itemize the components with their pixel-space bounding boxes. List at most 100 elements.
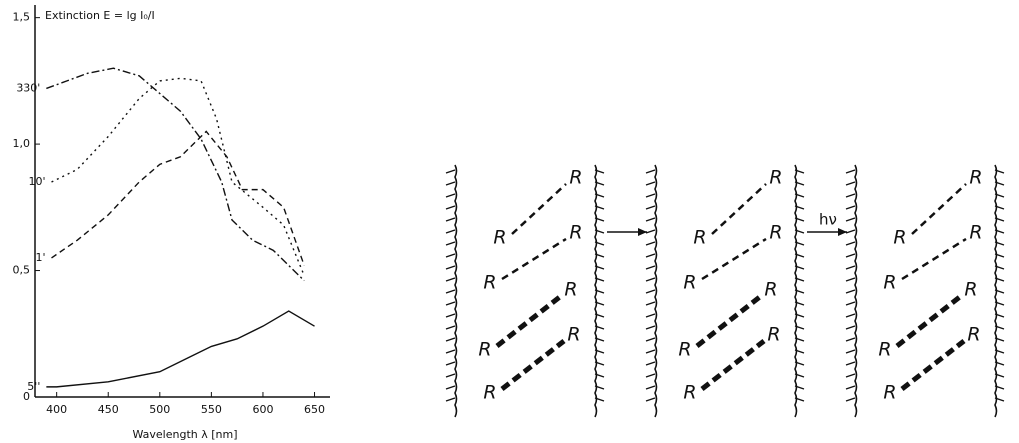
- substituent: R: [683, 272, 696, 294]
- wall-comb: [646, 230, 655, 233]
- wall-comb: [446, 326, 455, 329]
- wall-comb: [846, 302, 855, 305]
- y-tick-label: 1,5: [13, 11, 31, 24]
- substituent: R: [493, 227, 506, 249]
- substituent: R: [693, 227, 706, 249]
- substituent: R: [478, 339, 491, 361]
- wall-comb: [446, 266, 455, 269]
- wall-comb: [446, 218, 455, 221]
- wall-comb: [446, 374, 455, 377]
- wall-comb: [446, 350, 455, 353]
- wall-comb: [846, 266, 855, 269]
- wall-comb: [446, 242, 455, 245]
- wall-comb: [646, 326, 655, 329]
- wall-comb: [446, 206, 455, 209]
- wall-comb: [846, 326, 855, 329]
- wall-comb: [646, 182, 655, 185]
- wall-comb: [846, 218, 855, 221]
- substituent: R: [969, 222, 982, 244]
- wall-comb: [446, 338, 455, 341]
- wall-comb: [646, 314, 655, 317]
- y-tick-label: 0,5: [13, 264, 31, 277]
- wall-comb: [646, 362, 655, 365]
- wall-comb: [646, 374, 655, 377]
- wall-comb: [646, 350, 655, 353]
- wall-comb: [446, 182, 455, 185]
- bond: [902, 341, 964, 389]
- wall-comb: [446, 170, 455, 173]
- series-line: [46, 68, 304, 280]
- bond: [512, 184, 566, 234]
- wall-comb: [646, 290, 655, 293]
- wall-comb: [446, 386, 455, 389]
- y-tick-label: 1,0: [13, 137, 31, 150]
- bond: [702, 239, 766, 279]
- wall-comb: [446, 314, 455, 317]
- bond: [912, 184, 966, 234]
- bond: [502, 239, 566, 279]
- wall-comb: [446, 278, 455, 281]
- bond: [712, 184, 766, 234]
- wall-comb: [446, 290, 455, 293]
- wall-comb: [846, 350, 855, 353]
- substituent: R: [683, 382, 696, 404]
- wall-comb: [646, 302, 655, 305]
- wall-comb: [446, 398, 455, 401]
- wall-comb: [646, 338, 655, 341]
- substituent: R: [569, 167, 582, 189]
- wall-comb: [446, 362, 455, 365]
- series-label: 330': [16, 81, 40, 94]
- substituent: R: [769, 222, 782, 244]
- wall-comb: [646, 242, 655, 245]
- substituent: R: [483, 272, 496, 294]
- wall-comb: [646, 170, 655, 173]
- substituent: R: [569, 222, 582, 244]
- substituent: R: [764, 279, 777, 301]
- x-tick-label: 400: [46, 403, 67, 416]
- bond: [902, 239, 966, 279]
- bond: [697, 296, 761, 346]
- wall-comb: [446, 230, 455, 233]
- substituent: R: [893, 227, 906, 249]
- substituent: R: [767, 324, 780, 346]
- series-line: [52, 131, 305, 265]
- substituent: R: [678, 339, 691, 361]
- wall-comb: [846, 182, 855, 185]
- wall-comb: [846, 194, 855, 197]
- wall-comb: [646, 194, 655, 197]
- series-label: 10': [28, 175, 45, 188]
- x-axis-label: Wavelength λ [nm]: [132, 428, 237, 441]
- substituent: R: [564, 279, 577, 301]
- series-line: [52, 78, 305, 275]
- substituent: R: [967, 324, 980, 346]
- series-label: 1': [35, 251, 45, 264]
- wall-comb: [846, 314, 855, 317]
- wall-comb: [646, 278, 655, 281]
- substituent: R: [964, 279, 977, 301]
- wall-comb: [646, 206, 655, 209]
- x-tick-label: 550: [201, 403, 222, 416]
- bond: [502, 341, 564, 389]
- wall-comb: [646, 398, 655, 401]
- arrow-head: [638, 228, 647, 236]
- membrane-wall: [655, 165, 657, 417]
- wall-comb: [446, 302, 455, 305]
- substituent: R: [769, 167, 782, 189]
- series-label: 5'': [27, 380, 40, 393]
- bond: [897, 296, 961, 346]
- arrow-label: hν: [819, 211, 837, 229]
- x-tick-label: 500: [149, 403, 170, 416]
- substituent: R: [883, 272, 896, 294]
- wall-comb: [846, 206, 855, 209]
- wall-comb: [846, 230, 855, 233]
- wall-comb: [846, 170, 855, 173]
- wall-comb: [846, 374, 855, 377]
- x-tick-label: 650: [304, 403, 325, 416]
- wall-comb: [846, 386, 855, 389]
- membrane-wall: [455, 165, 457, 417]
- substituent: R: [483, 382, 496, 404]
- membrane-wall: [855, 165, 857, 417]
- wall-comb: [846, 362, 855, 365]
- wall-comb: [846, 338, 855, 341]
- substituent: R: [883, 382, 896, 404]
